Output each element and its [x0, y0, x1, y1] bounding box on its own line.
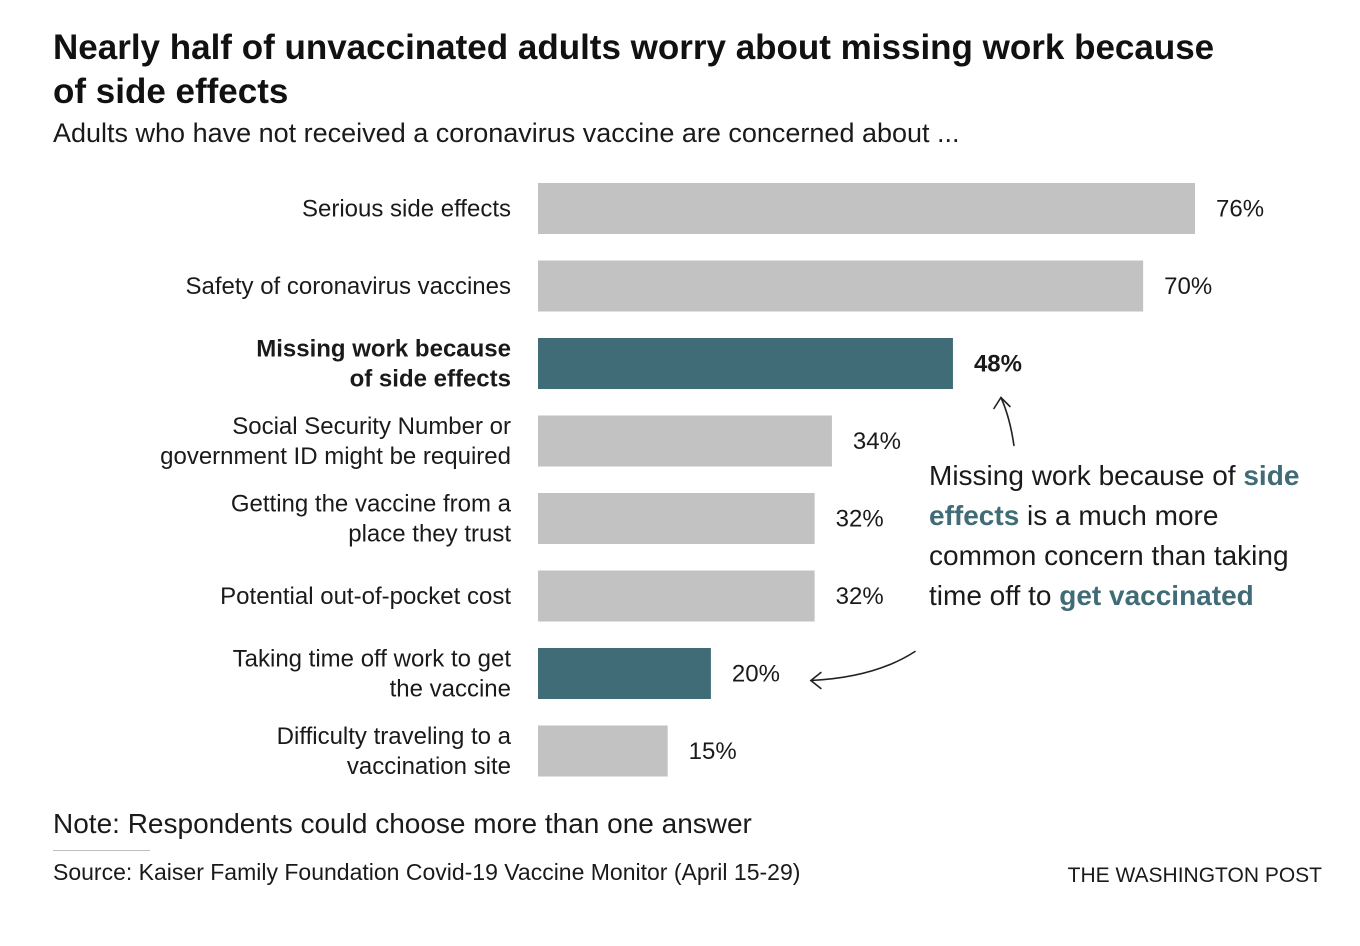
bar-6 — [538, 570, 815, 622]
bar-3 — [538, 338, 953, 389]
category-label-4-line-1: Social Security Number or — [232, 413, 511, 440]
category-label-5-line-2: place they trust — [348, 521, 511, 548]
footnote: Note: Respondents could choose more than… — [53, 808, 752, 839]
chart-subtitle: Adults who have not received a coronavir… — [53, 118, 960, 148]
publisher-credit: THE WASHINGTON POST — [1067, 864, 1322, 887]
category-label-3-line-2: of side effects — [350, 366, 511, 393]
annotation-arrow-left — [809, 650, 916, 690]
category-label-4-line-2: government ID might be required — [160, 443, 511, 470]
bar-1 — [538, 183, 1195, 234]
annotation-text-part1: Missing work because of — [929, 460, 1244, 491]
bar-8 — [538, 725, 668, 777]
category-label-3-line-1: Missing work because — [256, 336, 511, 363]
annotation-text-part2: is a much more common concern than takin… — [929, 500, 1289, 611]
annotation-highlight-get-vaccinated: get vaccinated — [1059, 580, 1254, 611]
category-label-8-line-2: vaccination site — [347, 753, 511, 780]
bar-4 — [538, 415, 832, 467]
value-label-1: 76% — [1216, 196, 1264, 223]
value-label-6: 32% — [836, 583, 884, 610]
chart-title: Nearly half of unvaccinated adults worry… — [53, 28, 1215, 111]
value-label-5: 32% — [836, 506, 884, 533]
annotation-callout: Missing work because of side effects is … — [929, 456, 1319, 616]
footer-divider — [53, 850, 150, 851]
value-label-3: 48% — [974, 351, 1022, 378]
category-label-7-line-2: the vaccine — [390, 676, 511, 703]
value-label-2: 70% — [1164, 273, 1212, 300]
category-label-7-line-1: Taking time off work to get — [233, 646, 512, 673]
category-label-6: Potential out-of-pocket cost — [220, 583, 511, 610]
category-label-8-line-1: Difficulty traveling to a — [277, 723, 512, 750]
category-label-5-line-1: Getting the vaccine from a — [231, 491, 512, 518]
source-line: Source: Kaiser Family Foundation Covid-1… — [53, 859, 801, 885]
value-label-7: 20% — [732, 661, 780, 688]
value-label-4: 34% — [853, 428, 901, 455]
bar-5 — [538, 493, 815, 544]
category-label-2: Safety of coronavirus vaccines — [186, 273, 512, 300]
annotation-arrow-up — [993, 396, 1015, 447]
bar-7 — [538, 648, 711, 699]
bar-2 — [538, 260, 1144, 312]
bar-chart: 76% Serious side effects 70% Safety of coro… — [160, 183, 1264, 780]
category-label-1: Serious side effects — [302, 196, 511, 223]
annotation-highlight-side-effects: side effects — [929, 460, 1300, 531]
value-label-8: 15% — [689, 738, 737, 765]
